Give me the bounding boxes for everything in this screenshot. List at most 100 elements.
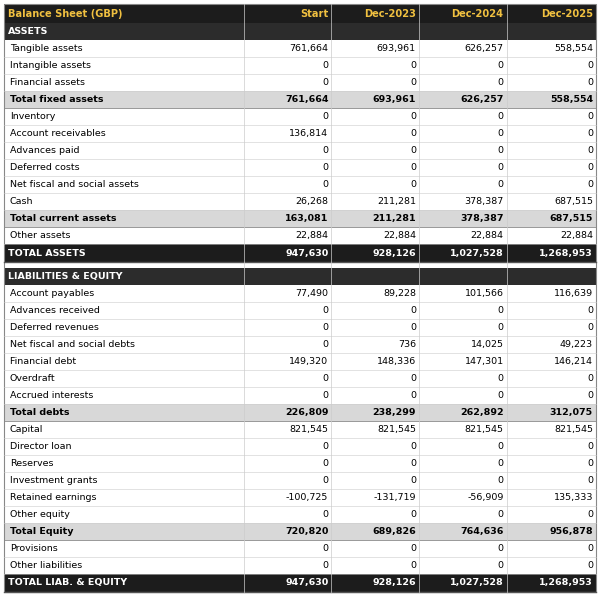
Text: Net fiscal and social assets: Net fiscal and social assets — [10, 180, 139, 189]
Text: 0: 0 — [587, 510, 593, 519]
Text: 0: 0 — [497, 561, 503, 570]
Text: 764,636: 764,636 — [460, 527, 503, 536]
Bar — [4, 193, 596, 210]
Text: 0: 0 — [497, 374, 503, 383]
Text: 14,025: 14,025 — [470, 340, 503, 349]
Bar — [4, 540, 596, 557]
Text: 0: 0 — [410, 163, 416, 172]
Text: 22,884: 22,884 — [383, 231, 416, 240]
Text: 0: 0 — [322, 61, 328, 70]
Text: 928,126: 928,126 — [373, 578, 416, 588]
Text: 0: 0 — [587, 129, 593, 138]
Text: 626,257: 626,257 — [460, 95, 503, 104]
Text: 0: 0 — [410, 374, 416, 383]
Text: 116,639: 116,639 — [554, 289, 593, 298]
Text: 821,545: 821,545 — [554, 425, 593, 434]
Bar — [4, 244, 596, 262]
Text: 0: 0 — [587, 146, 593, 155]
Text: 148,336: 148,336 — [377, 357, 416, 366]
Text: Investment grants: Investment grants — [10, 476, 97, 485]
Text: 821,545: 821,545 — [377, 425, 416, 434]
Bar — [4, 404, 596, 421]
Text: 0: 0 — [410, 146, 416, 155]
Text: 687,515: 687,515 — [554, 197, 593, 206]
Text: 0: 0 — [587, 78, 593, 87]
Text: Overdraft: Overdraft — [10, 374, 56, 383]
Text: 0: 0 — [322, 561, 328, 570]
Text: 947,630: 947,630 — [285, 249, 328, 257]
Text: 0: 0 — [410, 442, 416, 451]
Text: Account receivables: Account receivables — [10, 129, 106, 138]
Text: 146,214: 146,214 — [554, 357, 593, 366]
Text: 22,884: 22,884 — [560, 231, 593, 240]
Text: 1,268,953: 1,268,953 — [539, 578, 593, 588]
Text: 0: 0 — [410, 112, 416, 121]
Bar — [4, 336, 596, 353]
Text: Other equity: Other equity — [10, 510, 70, 519]
Bar — [4, 142, 596, 159]
Text: Advances received: Advances received — [10, 306, 100, 315]
Text: 211,281: 211,281 — [373, 214, 416, 223]
Text: 0: 0 — [410, 306, 416, 315]
Text: 0: 0 — [587, 306, 593, 315]
Text: Total Equity: Total Equity — [10, 527, 74, 536]
Text: Financial assets: Financial assets — [10, 78, 85, 87]
Text: -100,725: -100,725 — [286, 493, 328, 502]
Text: 378,387: 378,387 — [464, 197, 503, 206]
Bar — [4, 387, 596, 404]
Text: 0: 0 — [497, 163, 503, 172]
Text: 0: 0 — [497, 78, 503, 87]
Text: 0: 0 — [497, 180, 503, 189]
Text: Tangible assets: Tangible assets — [10, 44, 83, 54]
Text: Cash: Cash — [10, 197, 34, 206]
Text: Provisions: Provisions — [10, 544, 58, 553]
Text: 0: 0 — [410, 561, 416, 570]
Bar — [4, 421, 596, 438]
Text: 0: 0 — [587, 459, 593, 468]
Text: 558,554: 558,554 — [550, 95, 593, 104]
Text: 0: 0 — [322, 544, 328, 553]
Text: 720,820: 720,820 — [285, 527, 328, 536]
Bar — [4, 302, 596, 319]
Text: 736: 736 — [398, 340, 416, 349]
Text: 0: 0 — [497, 129, 503, 138]
Text: 947,630: 947,630 — [285, 578, 328, 588]
Text: 0: 0 — [410, 544, 416, 553]
Text: 0: 0 — [322, 180, 328, 189]
Bar — [4, 176, 596, 193]
Text: 0: 0 — [410, 78, 416, 87]
Bar — [4, 506, 596, 523]
Text: 1,268,953: 1,268,953 — [539, 249, 593, 257]
Text: 26,268: 26,268 — [295, 197, 328, 206]
Text: 0: 0 — [497, 146, 503, 155]
Text: 0: 0 — [587, 180, 593, 189]
Text: 0: 0 — [497, 61, 503, 70]
Text: 163,081: 163,081 — [285, 214, 328, 223]
Bar — [4, 159, 596, 176]
Text: -131,719: -131,719 — [373, 493, 416, 502]
Text: 378,387: 378,387 — [460, 214, 503, 223]
Text: -56,909: -56,909 — [467, 493, 503, 502]
Text: Other liabilities: Other liabilities — [10, 561, 82, 570]
Text: 0: 0 — [497, 323, 503, 332]
Text: 0: 0 — [587, 442, 593, 451]
Text: 136,814: 136,814 — [289, 129, 328, 138]
Text: Total debts: Total debts — [10, 408, 70, 417]
Text: Other assets: Other assets — [10, 231, 71, 240]
Text: Reserves: Reserves — [10, 459, 53, 468]
Text: 0: 0 — [410, 323, 416, 332]
Text: 0: 0 — [322, 391, 328, 400]
Text: 0: 0 — [322, 340, 328, 349]
Bar — [4, 74, 596, 91]
Text: 0: 0 — [587, 391, 593, 400]
Text: Retained earnings: Retained earnings — [10, 493, 97, 502]
Text: TOTAL LIAB. & EQUITY: TOTAL LIAB. & EQUITY — [8, 578, 127, 588]
Text: 687,515: 687,515 — [550, 214, 593, 223]
Text: 0: 0 — [322, 374, 328, 383]
Text: 0: 0 — [497, 112, 503, 121]
Text: Advances paid: Advances paid — [10, 146, 79, 155]
Text: 821,545: 821,545 — [289, 425, 328, 434]
Text: 147,301: 147,301 — [464, 357, 503, 366]
Text: Capital: Capital — [10, 425, 43, 434]
Text: 0: 0 — [587, 561, 593, 570]
